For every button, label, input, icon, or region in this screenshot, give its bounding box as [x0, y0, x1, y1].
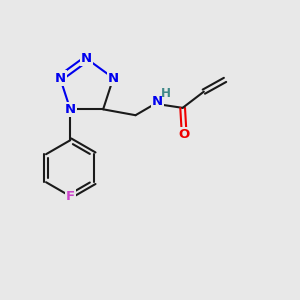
Text: H: H: [161, 87, 171, 100]
Text: N: N: [55, 72, 66, 85]
Text: N: N: [65, 103, 76, 116]
Text: F: F: [66, 190, 75, 203]
Text: N: N: [81, 52, 92, 65]
Text: N: N: [152, 95, 163, 109]
Text: O: O: [178, 128, 190, 141]
Text: N: N: [108, 72, 119, 85]
